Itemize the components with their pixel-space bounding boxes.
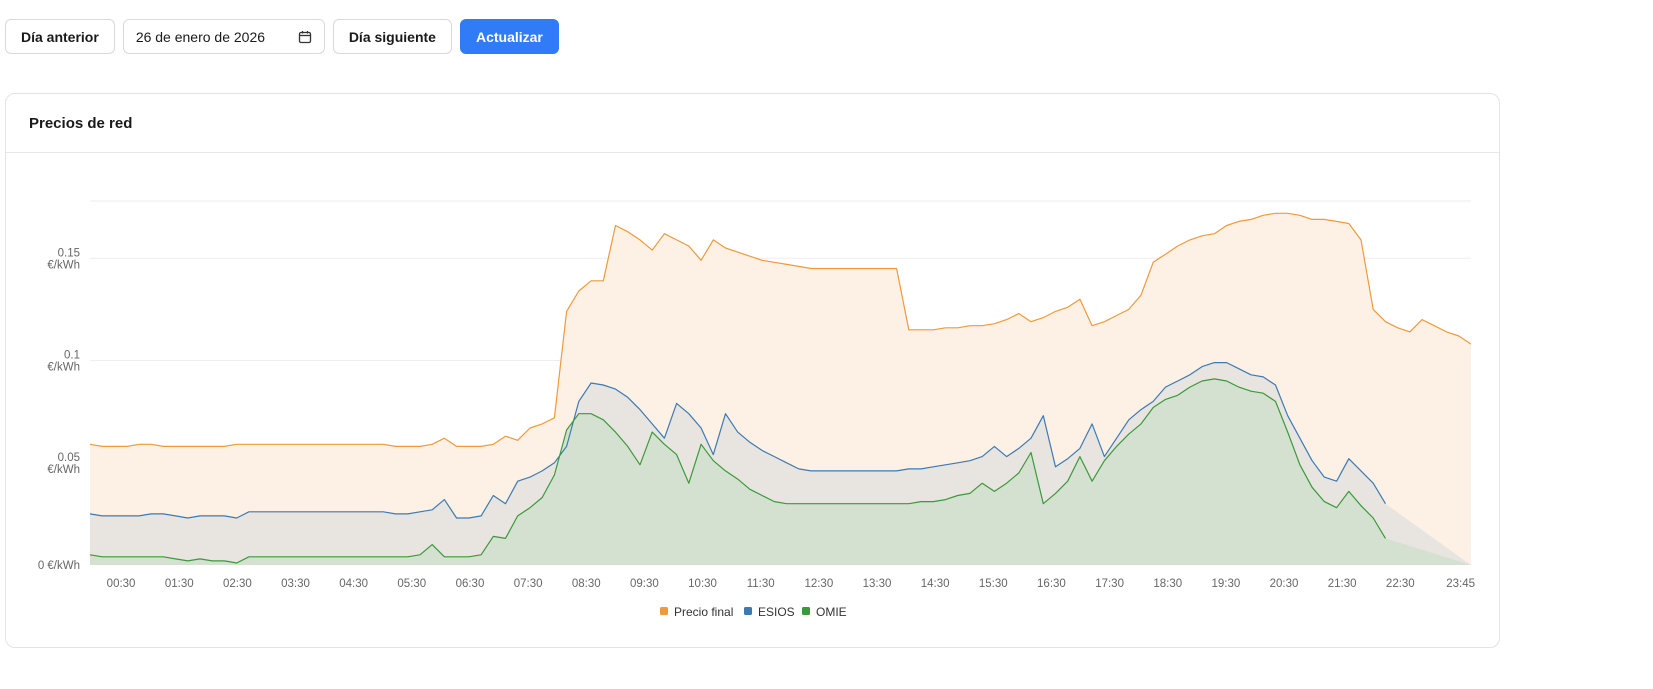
x-tick-label: 22:30: [1386, 578, 1415, 590]
x-tick-label: 06:30: [456, 578, 485, 590]
refresh-button[interactable]: Actualizar: [459, 19, 559, 54]
x-tick-label: 08:30: [572, 578, 601, 590]
y-tick-label: 0 €/kWh: [38, 560, 80, 572]
y-tick-label: 0.05: [58, 452, 80, 464]
x-tick-label: 21:30: [1328, 578, 1357, 590]
y-tick-unit: €/kWh: [47, 259, 80, 271]
x-tick-label: 14:30: [921, 578, 950, 590]
x-tick-label: 09:30: [630, 578, 659, 590]
precio-final-line: [89, 212, 1472, 447]
x-tick-label: 10:30: [688, 578, 717, 590]
x-tick-label: 17:30: [1095, 578, 1124, 590]
previous-day-button[interactable]: Día anterior: [5, 19, 115, 54]
x-tick-label: 02:30: [223, 578, 252, 590]
x-tick-label: 18:30: [1153, 578, 1182, 590]
legend-label-precio-final: Precio final: [674, 605, 733, 619]
x-tick-label: 07:30: [514, 578, 543, 590]
x-tick-label: 16:30: [1037, 578, 1066, 590]
calendar-icon[interactable]: [298, 30, 312, 44]
y-tick-label: 0.1: [64, 350, 80, 362]
legend-label-omie: OMIE: [816, 605, 847, 619]
x-tick-label: 00:30: [107, 578, 136, 590]
x-tick-label: 03:30: [281, 578, 310, 590]
x-tick-label: 19:30: [1211, 578, 1240, 590]
omie-line: [89, 378, 1387, 564]
x-tick-label: 11:30: [747, 578, 775, 590]
x-tick-label: 04:30: [339, 578, 368, 590]
y-tick-label: 0.15: [58, 247, 80, 259]
card-header: Precios de red: [6, 94, 1499, 153]
legend-swatch-precio-final: [660, 607, 668, 615]
next-day-button[interactable]: Día siguiente: [332, 19, 452, 54]
card-title: Precios de red: [29, 114, 133, 132]
date-field[interactable]: 26 de enero de 2026: [122, 19, 325, 54]
legend-swatch-esios: [744, 607, 752, 615]
x-tick-label: 05:30: [397, 578, 426, 590]
x-tick-label: 20:30: [1270, 578, 1299, 590]
date-value: 26 de enero de 2026: [135, 28, 266, 45]
omie-area: [90, 378, 1471, 565]
x-tick-label: 23:45: [1446, 578, 1475, 590]
x-tick-label: 15:30: [979, 578, 1008, 590]
esios-line: [89, 362, 1387, 519]
x-tick-label: 13:30: [863, 578, 892, 590]
legend-swatch-omie: [802, 607, 810, 615]
date-toolbar: Día anterior 26 de enero de 2026 Día sig…: [5, 19, 559, 54]
y-tick-unit: €/kWh: [47, 362, 80, 374]
x-tick-label: 01:30: [165, 578, 194, 590]
legend-label-esios: ESIOS: [758, 605, 795, 619]
x-tick-label: 12:30: [804, 578, 833, 590]
y-tick-unit: €/kWh: [47, 464, 80, 476]
